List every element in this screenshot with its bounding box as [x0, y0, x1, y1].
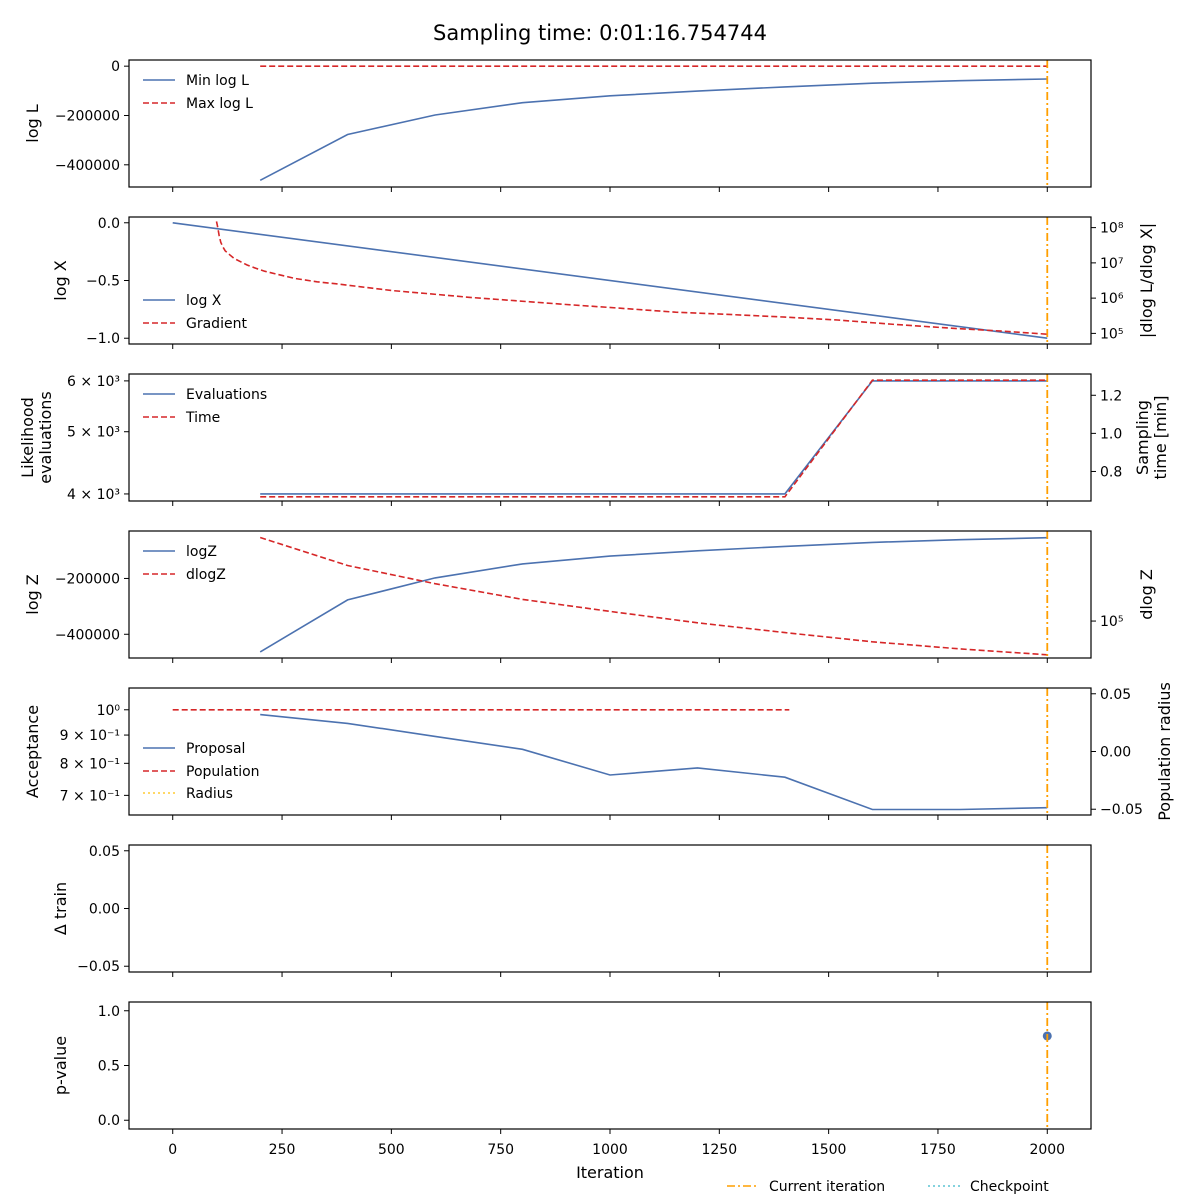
panel-evals: 4 × 10³ 5 × 10³ 6 × 10³ 0.8 1.0 1.2 Likelihood… [18, 373, 1170, 506]
legend-label: Population [186, 764, 260, 780]
y-tick-label: −1.0 [86, 331, 120, 347]
y-tick-label: 8 × 10⁻¹ [60, 756, 120, 772]
y2-tick-label: 0.00 [1100, 745, 1131, 761]
panel-frame [128, 844, 1092, 973]
x-axis-label: Iteration [576, 1163, 644, 1182]
y2-axis-label: |dlog L/dlog X| [1137, 223, 1156, 338]
y2-tick-label: 10⁸ [1100, 221, 1124, 237]
legend-label: logZ [186, 544, 217, 560]
y-tick-label: −0.05 [77, 959, 120, 975]
y2-tick-label: 0.8 [1100, 464, 1122, 480]
y2-axis-label-line: time [min] [1151, 396, 1170, 480]
panel-dtrain: 0.05 0.00 −0.05 Δ train [51, 844, 1092, 977]
figure-title: Sampling time: 0:01:16.754744 [433, 21, 767, 45]
legend-label: Proposal [186, 741, 245, 757]
legend-label: Min log L [186, 73, 249, 89]
x-tick-label: 1500 [811, 1142, 847, 1158]
y2-tick-label: 10⁶ [1100, 291, 1124, 307]
figure-legend-label: Checkpoint [970, 1179, 1049, 1195]
y-axis-label: Acceptance [23, 705, 42, 798]
y-tick-label: 9 × 10⁻¹ [60, 728, 120, 744]
y2-axis-label: dlog Z [1137, 569, 1156, 620]
y2-axis-label: Population radius [1155, 682, 1174, 821]
y-axis-label-line: evaluations [36, 391, 55, 484]
y-axis-label: p-value [51, 1036, 70, 1095]
y-axis-label: Likelihoodevaluations [18, 391, 55, 484]
series-log-x [172, 222, 1048, 339]
y2-tick-label: 1.0 [1100, 426, 1122, 442]
y-tick-label: 7 × 10⁻¹ [60, 788, 120, 804]
x-tick-label: 750 [487, 1142, 514, 1158]
y-axis-label: log X [51, 260, 70, 300]
panel-logx: 0.0 −0.5 −1.0 10⁵ 10⁶ 10⁷ 10⁸ log X |dlog L/dlog… [51, 216, 1156, 349]
panel-frame [128, 687, 1092, 816]
y-tick-label: 10⁰ [97, 703, 121, 719]
y-tick-label: 1.0 [98, 1004, 120, 1020]
legend-label: Evaluations [186, 387, 267, 403]
legend-label: log X [186, 293, 222, 309]
legend-label: Time [185, 410, 220, 426]
y-tick-label: 0.05 [89, 844, 120, 860]
x-tick-label: 250 [269, 1142, 296, 1158]
y-tick-label: 0.0 [98, 216, 120, 232]
y-tick-label: −200000 [55, 108, 120, 124]
x-tick-label: 1000 [592, 1142, 628, 1158]
y2-axis-label-line: Sampling [1133, 400, 1152, 475]
legend-label: Radius [186, 786, 233, 802]
panel-pvalue: 0 250 500 750 1000 1250 1500 1750 2000 1.0 0.5 0.0 p… [51, 1001, 1092, 1158]
legend-label: Gradient [186, 316, 247, 332]
y-axis-label-line: Likelihood [18, 397, 37, 478]
y-tick-label: −0.5 [86, 274, 120, 290]
y2-tick-label: 10⁵ [1100, 614, 1123, 630]
y-tick-label: 6 × 10³ [67, 374, 120, 390]
x-tick-label: 1750 [920, 1142, 956, 1158]
series-time [260, 379, 1048, 498]
y-tick-label: 0.0 [98, 1113, 120, 1129]
y-tick-label: −200000 [55, 571, 120, 587]
x-tick-label: 0 [168, 1142, 177, 1158]
x-tick-label: 2000 [1029, 1142, 1065, 1158]
legend-label: dlogZ [186, 567, 226, 583]
panel-frame [128, 1001, 1092, 1130]
y2-tick-label: 1.2 [1100, 388, 1122, 404]
x-tick-label: 500 [378, 1142, 405, 1158]
y-tick-label: 5 × 10³ [67, 425, 120, 441]
y-tick-label: 4 × 10³ [67, 487, 120, 503]
panel-frame [128, 59, 1092, 188]
series-min-log-l [259, 78, 1048, 182]
y-tick-label: 0.00 [89, 902, 120, 918]
panels: 0 −200000 −400000 log L Min log L Max log L 0.… [18, 59, 1174, 1182]
panel-frame [128, 530, 1092, 659]
y2-tick-label: 10⁵ [1100, 326, 1123, 342]
legend-label: Max log L [186, 96, 253, 112]
x-tick-label: 1250 [701, 1142, 737, 1158]
y2-tick-label: 10⁷ [1100, 256, 1123, 272]
y2-axis-label: Samplingtime [min] [1133, 396, 1170, 480]
series-proposal [260, 713, 1048, 811]
panel-logl: 0 −200000 −400000 log L Min log L Max log L [23, 59, 1092, 192]
y-axis-label: log L [23, 104, 42, 142]
panel-accept: 10⁰ 9 × 10⁻¹ 8 × 10⁻¹ 7 × 10⁻¹ 0.05 0.00 −0.05… [23, 682, 1174, 821]
panel-frame [128, 373, 1092, 502]
figure-legend-label: Current iteration [769, 1179, 885, 1195]
panel-logz: −200000 −400000 10⁵ log Z dlog Z logZ dlogZ [23, 530, 1156, 663]
y-tick-label: 0.5 [98, 1059, 120, 1075]
series-dlogz [259, 536, 1048, 656]
series-gradient [215, 221, 1048, 335]
y2-tick-label: 0.05 [1100, 687, 1131, 703]
y-tick-label: −400000 [55, 627, 120, 643]
y-axis-label: log Z [23, 574, 42, 614]
series-evaluations [260, 380, 1048, 495]
y-axis-label: Δ train [51, 882, 70, 935]
figure-legend: Current iteration Checkpoint [727, 1179, 1049, 1195]
series-logz [259, 536, 1048, 653]
y2-tick-label: −0.05 [1100, 802, 1143, 818]
y-tick-label: −400000 [55, 158, 120, 174]
y-tick-label: 0 [111, 59, 120, 75]
